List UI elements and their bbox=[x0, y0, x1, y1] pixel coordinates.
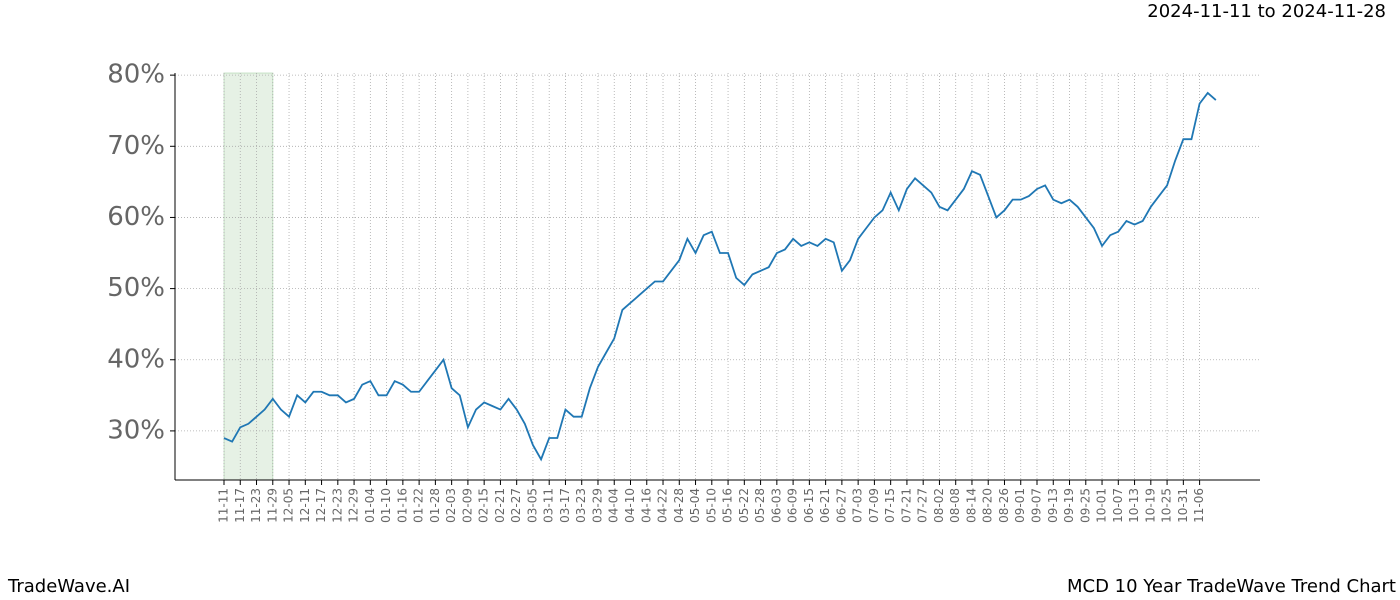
x-tick-label: 09-07 bbox=[1030, 488, 1044, 523]
x-tick-label: 02-15 bbox=[477, 488, 491, 523]
x-tick-label: 11-11 bbox=[217, 488, 231, 523]
x-tick-label: 04-04 bbox=[607, 488, 621, 523]
x-tick-label: 02-27 bbox=[509, 488, 523, 523]
chart-caption: MCD 10 Year TradeWave Trend Chart bbox=[1067, 576, 1396, 597]
x-tick-label: 06-27 bbox=[834, 488, 848, 523]
x-tick-label: 08-08 bbox=[948, 488, 962, 523]
x-tick-label: 10-25 bbox=[1160, 488, 1174, 523]
x-tick-label: 05-10 bbox=[704, 488, 718, 523]
x-tick-label: 06-15 bbox=[802, 488, 816, 523]
x-tick-label: 01-10 bbox=[379, 488, 393, 523]
x-tick-label: 05-04 bbox=[688, 488, 702, 523]
y-tick-label: 80% bbox=[107, 60, 165, 90]
x-tick-label: 11-17 bbox=[233, 488, 247, 523]
x-tick-label: 12-29 bbox=[347, 488, 361, 523]
x-tick-label: 12-17 bbox=[314, 488, 328, 523]
x-tick-label: 03-05 bbox=[525, 488, 539, 523]
x-tick-label: 05-22 bbox=[737, 488, 751, 523]
brand: TradeWave.AI bbox=[7, 576, 130, 597]
x-tick-label: 04-28 bbox=[672, 488, 686, 523]
x-tick-label: 04-10 bbox=[623, 488, 637, 523]
x-tick-label: 02-21 bbox=[493, 488, 507, 523]
x-tick-label: 11-29 bbox=[265, 488, 279, 523]
x-tick-label: 08-26 bbox=[997, 488, 1011, 523]
x-tick-label: 10-31 bbox=[1176, 488, 1190, 523]
x-tick-label: 12-23 bbox=[330, 488, 344, 523]
x-tick-label: 06-09 bbox=[786, 488, 800, 523]
x-tick-label: 02-09 bbox=[460, 488, 474, 523]
x-tick-label: 08-02 bbox=[932, 488, 946, 523]
x-tick-label: 05-16 bbox=[721, 488, 735, 523]
x-tick-label: 05-28 bbox=[753, 488, 767, 523]
date-range: 2024-11-11 to 2024-11-28 bbox=[1147, 1, 1386, 22]
y-tick-label: 50% bbox=[107, 273, 165, 303]
x-tick-label: 07-27 bbox=[916, 488, 930, 523]
x-tick-label: 07-03 bbox=[851, 488, 865, 523]
x-tick-label: 07-21 bbox=[899, 488, 913, 523]
y-tick-label: 30% bbox=[107, 415, 165, 445]
x-tick-label: 04-16 bbox=[639, 488, 653, 523]
y-tick-label: 70% bbox=[107, 131, 165, 161]
x-tick-label: 12-11 bbox=[298, 488, 312, 523]
x-tick-label: 01-28 bbox=[428, 488, 442, 523]
x-tick-label: 01-16 bbox=[395, 488, 409, 523]
x-tick-label: 10-07 bbox=[1111, 488, 1125, 523]
x-tick-label: 03-11 bbox=[542, 488, 556, 523]
x-tick-label: 07-15 bbox=[883, 488, 897, 523]
x-tick-label: 03-23 bbox=[574, 488, 588, 523]
x-tick-label: 09-25 bbox=[1078, 488, 1092, 523]
x-tick-label: 11-06 bbox=[1192, 488, 1206, 523]
x-tick-label: 08-20 bbox=[981, 488, 995, 523]
y-tick-label: 40% bbox=[107, 344, 165, 374]
y-tick-label: 60% bbox=[107, 202, 165, 232]
x-tick-label: 09-19 bbox=[1062, 488, 1076, 523]
x-tick-label: 06-21 bbox=[818, 488, 832, 523]
x-tick-label: 04-22 bbox=[656, 488, 670, 523]
x-tick-label: 10-19 bbox=[1143, 488, 1157, 523]
x-tick-label: 08-14 bbox=[964, 488, 978, 523]
x-tick-label: 06-03 bbox=[769, 488, 783, 523]
x-tick-label: 01-04 bbox=[363, 488, 377, 523]
x-tick-label: 09-13 bbox=[1046, 488, 1060, 523]
x-tick-label: 11-23 bbox=[249, 488, 263, 523]
price-line bbox=[223, 91, 1217, 462]
shaded-span bbox=[223, 72, 274, 481]
x-tick-label: 10-13 bbox=[1127, 488, 1141, 523]
x-tick-label: 03-29 bbox=[590, 488, 604, 523]
x-tick-label: 10-01 bbox=[1095, 488, 1109, 523]
x-tick-label: 07-09 bbox=[867, 488, 881, 523]
x-tick-label: 01-22 bbox=[412, 488, 426, 523]
x-tick-label: 02-03 bbox=[444, 488, 458, 523]
x-tick-label: 12-05 bbox=[282, 488, 296, 523]
x-tick-label: 09-01 bbox=[1013, 488, 1027, 523]
x-tick-label: 03-17 bbox=[558, 488, 572, 523]
